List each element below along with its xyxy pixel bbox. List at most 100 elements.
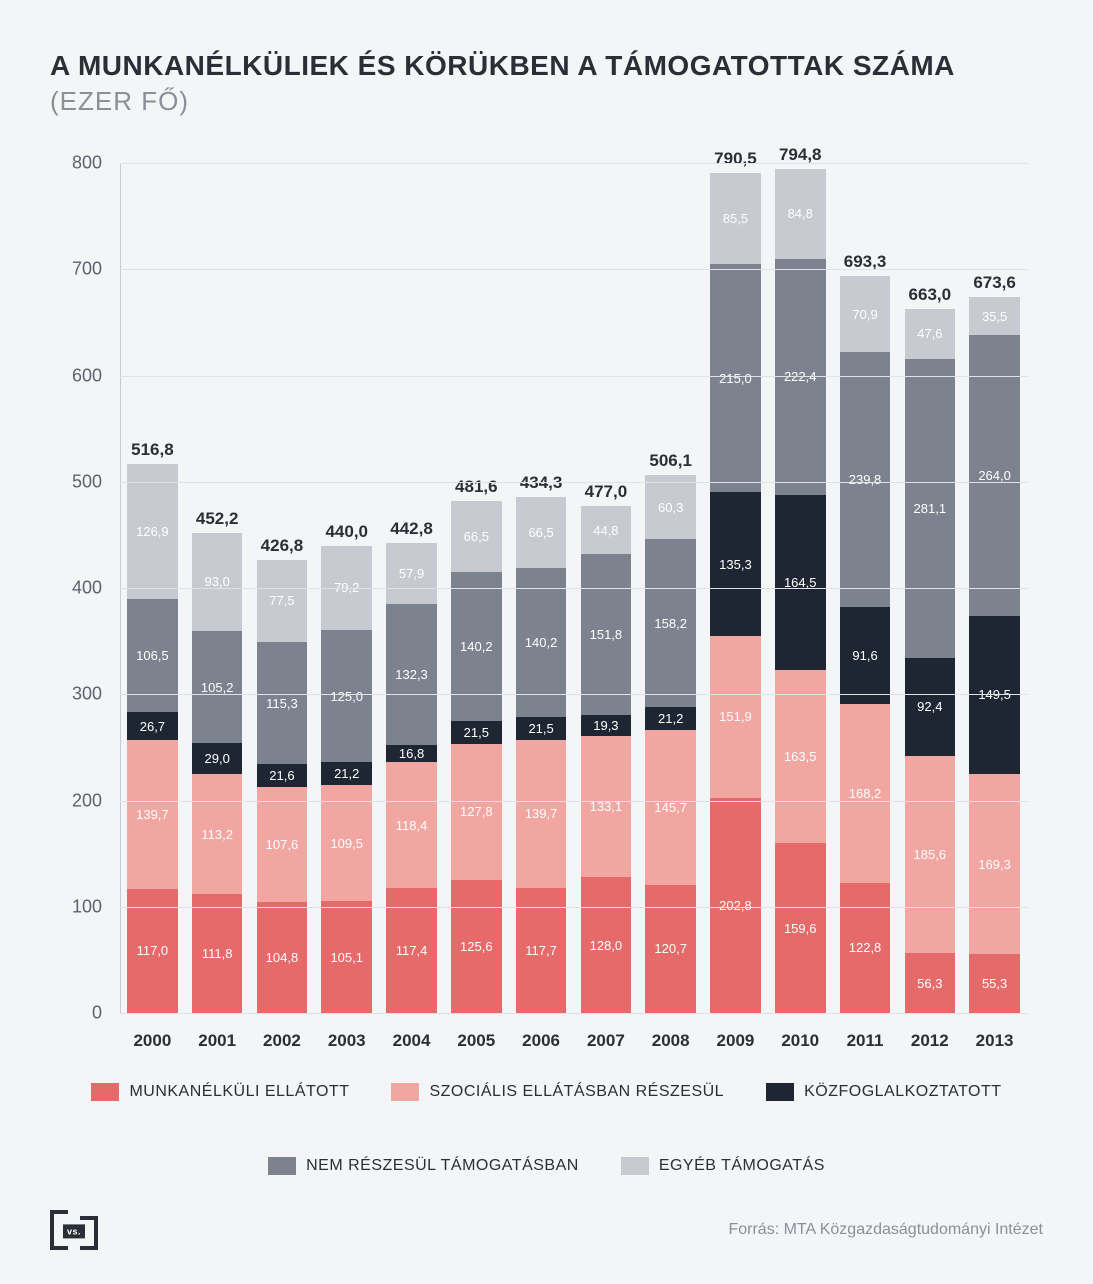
legend-item: MUNKANÉLKÜLI ELLÁTOTT [91, 1083, 349, 1101]
x-tick-label: 2010 [768, 1031, 833, 1051]
segment-value-label: 84,8 [788, 206, 813, 221]
segment-value-label: 139,7 [525, 806, 558, 821]
bar-column: 104,8107,621,6115,377,5426,8 [257, 560, 308, 1013]
bar-segment: 264,0 [969, 335, 1020, 616]
legend-swatch [766, 1083, 794, 1101]
bar-column: 125,6127,821,5140,266,5481,6 [451, 501, 502, 1013]
segment-value-label: 115,3 [266, 696, 298, 711]
legend: MUNKANÉLKÜLI ELLÁTOTT SZOCIÁLIS ELLÁTÁSBA… [50, 1083, 1043, 1175]
segment-value-label: 21,5 [528, 721, 553, 736]
bar-segment: 202,8 [710, 798, 761, 1013]
bar-segment: 55,3 [969, 954, 1020, 1013]
bar-column: 159,6163,5164,5222,484,8794,8 [775, 169, 826, 1013]
bar-segment: 168,2 [840, 704, 891, 883]
segment-value-label: 85,5 [723, 211, 748, 226]
segment-value-label: 169,3 [978, 857, 1011, 872]
gridline [120, 482, 1027, 483]
bar-segment: 56,3 [905, 953, 956, 1013]
chart-title: A MUNKANÉLKÜLIEK ÉS KÖRÜKBEN A TÁMOGATOT… [50, 50, 1043, 82]
segment-value-label: 151,9 [719, 709, 752, 724]
legend-item: SZOCIÁLIS ELLÁTÁSBAN RÉSZESÜL [391, 1083, 724, 1101]
bar-total-label: 506,1 [645, 451, 696, 471]
legend-label: SZOCIÁLIS ELLÁTÁSBAN RÉSZESÜL [429, 1083, 724, 1101]
x-tick-label: 2009 [703, 1031, 768, 1051]
bar-column: 117,4118,416,8132,357,9442,8 [386, 543, 437, 1013]
y-tick-label: 300 [72, 684, 102, 705]
bar-segment: 47,6 [905, 309, 956, 360]
bar-segment: 19,3 [581, 715, 632, 736]
segment-value-label: 105,2 [201, 680, 234, 695]
bar-segment: 111,8 [192, 894, 243, 1013]
x-tick-label: 2000 [120, 1031, 185, 1051]
segment-value-label: 44,8 [593, 523, 618, 538]
x-tick-label: 2011 [833, 1031, 898, 1051]
segment-value-label: 66,5 [464, 529, 489, 544]
bar-segment: 109,5 [321, 785, 372, 901]
x-tick-label: 2007 [574, 1031, 639, 1051]
bar-segment: 133,1 [581, 736, 632, 877]
segment-value-label: 113,2 [201, 827, 233, 842]
segment-value-label: 117,0 [137, 943, 169, 958]
bar-segment: 26,7 [127, 712, 178, 740]
brand-logo: vs. [50, 1210, 98, 1250]
bar-segment: 128,0 [581, 877, 632, 1013]
segment-value-label: 19,3 [593, 718, 618, 733]
bar-segment: 29,0 [192, 743, 243, 774]
bar-total-label: 440,0 [321, 522, 372, 542]
y-tick-label: 600 [72, 365, 102, 386]
bar-segment: 118,4 [386, 762, 437, 888]
legend-item: EGYÉB TÁMOGATÁS [621, 1157, 825, 1175]
y-tick-label: 200 [72, 790, 102, 811]
segment-value-label: 158,2 [654, 616, 687, 631]
segment-value-label: 35,5 [982, 309, 1007, 324]
segment-value-label: 16,8 [399, 746, 424, 761]
source-text: Forrás: MTA Közgazdaságtudományi Intézet [728, 1221, 1043, 1239]
logo-text: vs. [63, 1224, 85, 1238]
bar-segment: 91,6 [840, 607, 891, 704]
bar-column: 120,7145,721,2158,260,3506,1 [645, 475, 696, 1013]
bar-segment: 159,6 [775, 843, 826, 1013]
bar-segment: 107,6 [257, 787, 308, 901]
y-tick-label: 700 [72, 259, 102, 280]
legend-label: MUNKANÉLKÜLI ELLÁTOTT [129, 1083, 349, 1101]
segment-value-label: 109,5 [330, 836, 363, 851]
x-tick-label: 2006 [509, 1031, 574, 1051]
bar-total-label: 434,3 [516, 473, 567, 493]
bar-segment: 21,2 [321, 762, 372, 785]
bar-column: 55,3169,3149,5264,035,5673,6 [969, 297, 1020, 1013]
bar-total-label: 790,5 [710, 149, 761, 169]
segment-value-label: 77,5 [269, 593, 294, 608]
bar-segment: 105,1 [321, 901, 372, 1013]
bar-segment: 145,7 [645, 730, 696, 885]
bar-segment: 21,6 [257, 764, 308, 787]
segment-value-label: 120,7 [654, 941, 687, 956]
legend-label: EGYÉB TÁMOGATÁS [659, 1157, 825, 1175]
bar-column: 117,0139,726,7106,5126,9516,8 [127, 464, 178, 1013]
x-tick-label: 2003 [314, 1031, 379, 1051]
bar-segment: 120,7 [645, 885, 696, 1013]
y-tick-label: 400 [72, 578, 102, 599]
y-tick-label: 0 [92, 1003, 102, 1024]
bar-segment: 92,4 [905, 658, 956, 756]
segment-value-label: 122,8 [849, 940, 882, 955]
x-axis: 2000200120022003200420052006200720082009… [120, 1023, 1027, 1063]
bar-segment: 105,2 [192, 631, 243, 743]
segment-value-label: 70,9 [852, 307, 877, 322]
x-tick-label: 2001 [185, 1031, 250, 1051]
segment-value-label: 145,7 [654, 800, 687, 815]
bar-segment: 126,9 [127, 464, 178, 599]
legend-swatch [268, 1157, 296, 1175]
segment-value-label: 163,5 [784, 749, 817, 764]
segment-value-label: 21,2 [658, 711, 683, 726]
bar-segment: 21,5 [516, 717, 567, 740]
bar-segment: 122,8 [840, 883, 891, 1013]
segment-value-label: 281,1 [914, 501, 947, 516]
gridline [120, 801, 1027, 802]
bar-segment: 57,9 [386, 543, 437, 605]
segment-value-label: 125,0 [330, 689, 363, 704]
bar-column: 105,1109,521,2125,079,2440,0 [321, 546, 372, 1014]
bar-segment: 135,3 [710, 492, 761, 636]
segment-value-label: 128,0 [590, 938, 623, 953]
bar-column: 202,8151,9135,3215,085,5790,5 [710, 173, 761, 1013]
bar-segment: 239,8 [840, 352, 891, 607]
